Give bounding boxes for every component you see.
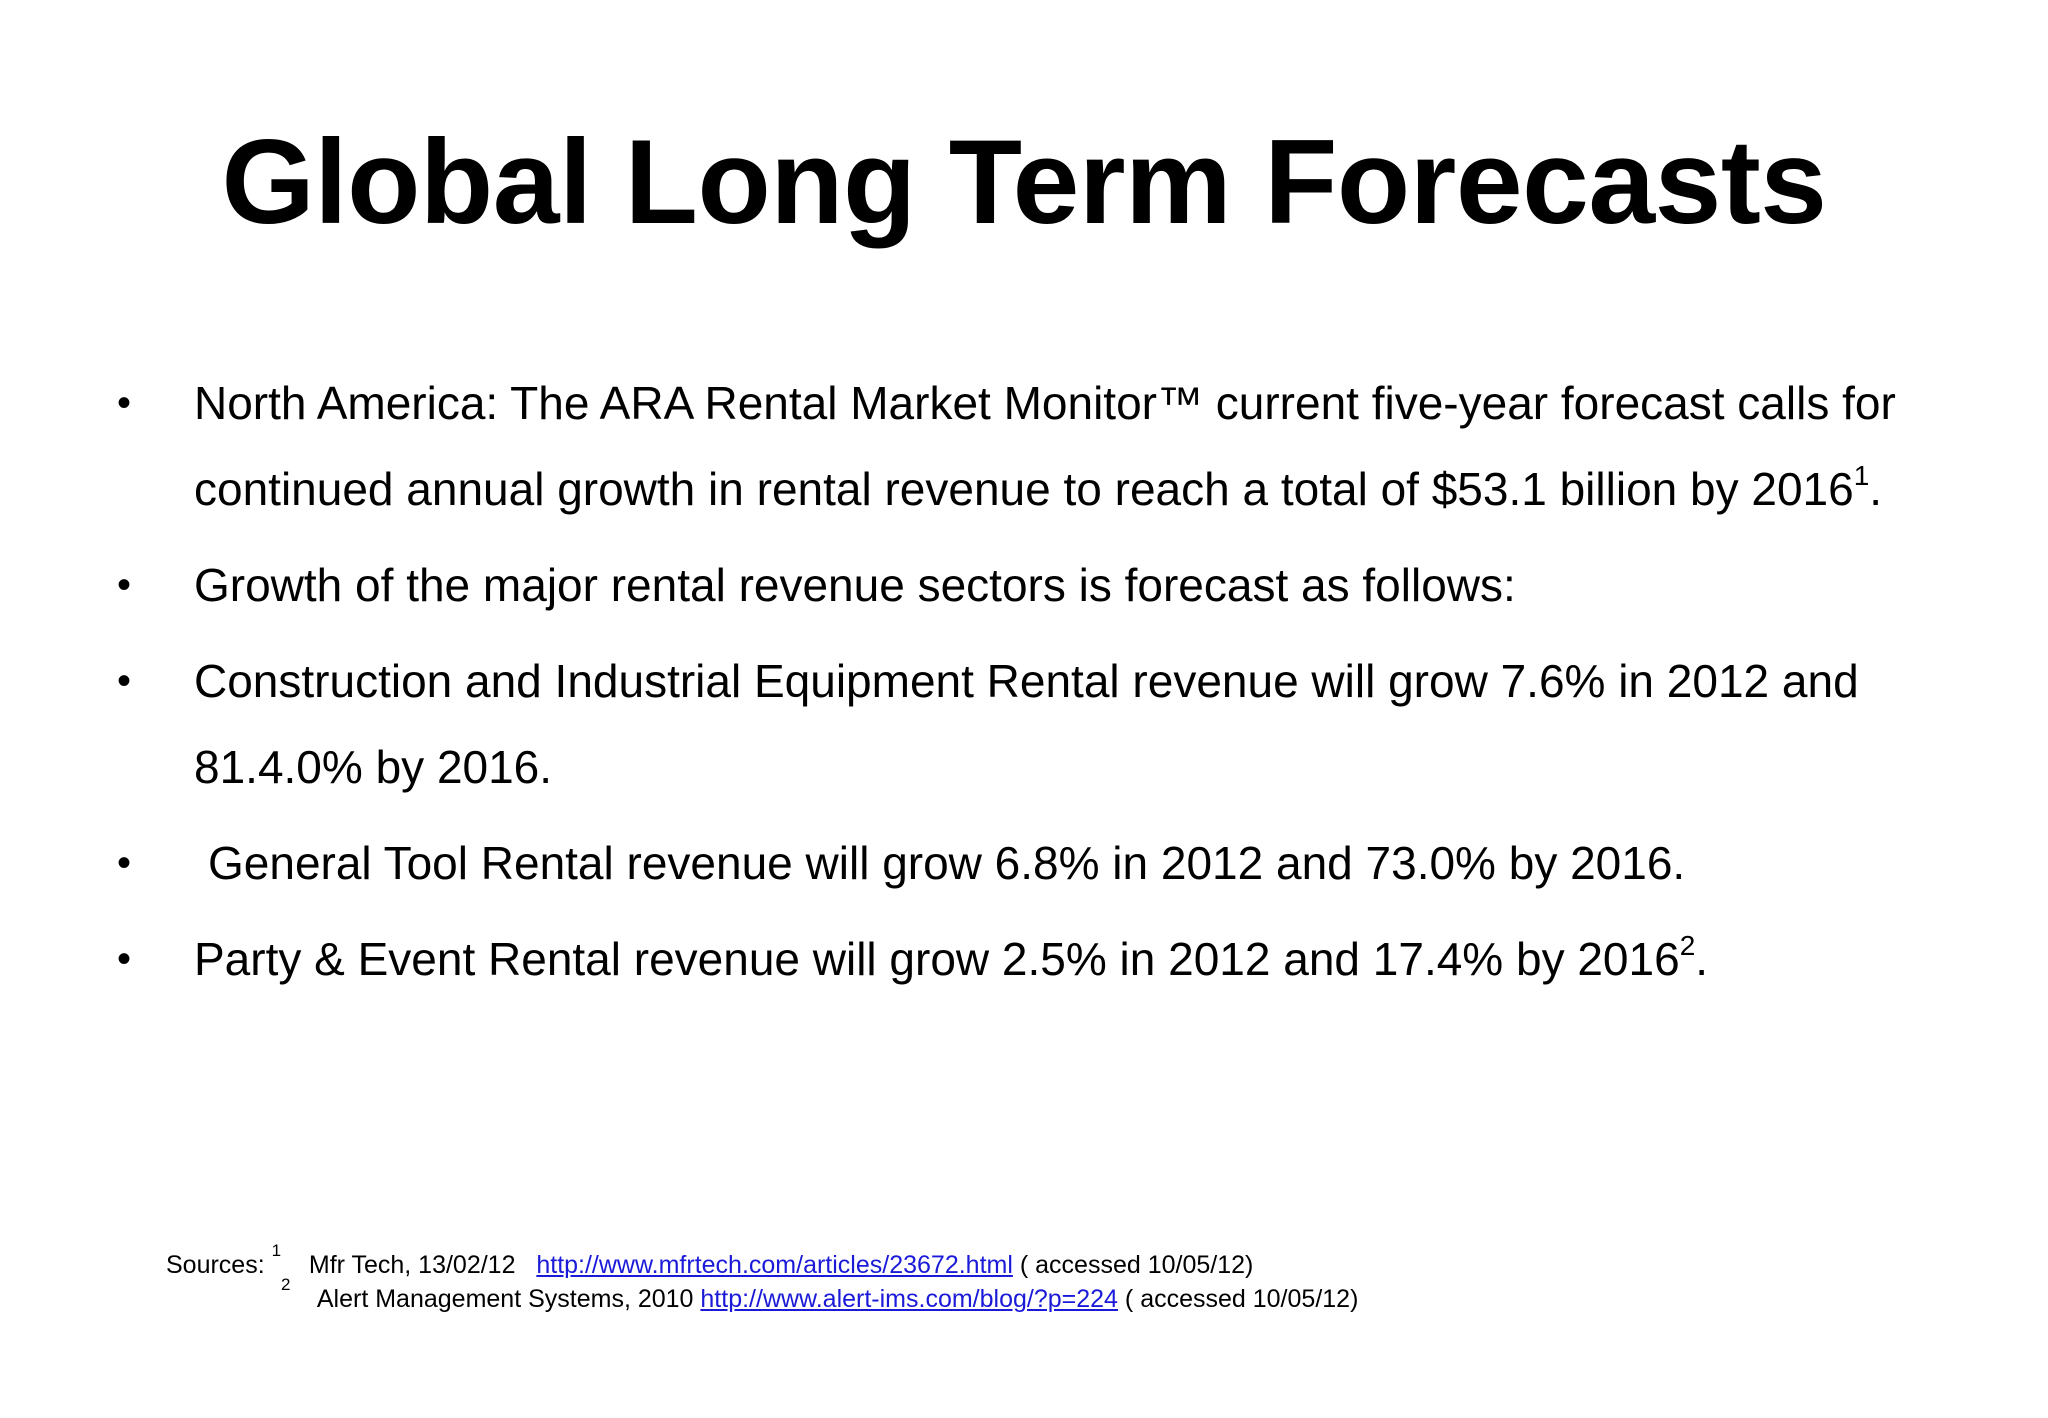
sources-label: Sources: [166,1251,265,1279]
bullet-marker: • [117,381,132,425]
footnote-ref: 1 [1853,459,1870,491]
bullet-text: Construction and Industrial Equipment Re… [194,655,1859,793]
bullet-list: • North America: The ARA Rental Market M… [0,360,2048,1012]
source-link[interactable]: http://www.alert-ims.com/blog/?p=224 [700,1285,1118,1313]
source-accessed: ( accessed 10/05/12) [1124,1285,1359,1313]
bullet-marker: • [117,937,132,981]
bullet-text: Growth of the major rental revenue secto… [194,559,1516,611]
bullet-text: North America: The ARA Rental Market Mon… [194,377,1896,515]
bullet-item-general-tool: • General Tool Rental revenue will grow … [0,820,2048,906]
source-number: 1 [271,1240,282,1260]
bullet-item-growth-sectors: • Growth of the major rental revenue sec… [0,542,2048,628]
bullet-text: General Tool Rental revenue will grow 6.… [208,837,1686,889]
bullet-marker: • [117,659,132,703]
sources-block: Sources: 1 Mfr Tech, 13/02/12 http://www… [166,1242,1359,1316]
source-row-1: Sources: 1 Mfr Tech, 13/02/12 http://www… [166,1242,1358,1282]
source-accessed: ( accessed 10/05/12) [1019,1251,1254,1279]
bullet-marker: • [117,841,132,885]
source-citation: Alert Management Systems, 2010 [316,1285,694,1313]
bullet-item-party-event: • Party & Event Rental revenue will grow… [0,916,2048,1002]
footnote-ref: 2 [1679,929,1696,961]
slide-title: Global Long Term Forecasts [221,115,1827,249]
bullet-text: Party & Event Rental revenue will grow 2… [194,929,1709,985]
source-link[interactable]: http://www.mfrtech.com/articles/23672.ht… [536,1251,1013,1279]
bullet-item-north-america: • North America: The ARA Rental Market M… [0,360,2048,532]
source-citation: Mfr Tech, 13/02/12 [308,1251,516,1279]
bullet-marker: • [117,563,132,607]
source-number: 2 [281,1274,291,1294]
source-row-2: 2 Alert Management Systems, 2010 http://… [166,1276,1359,1316]
bullet-item-construction: • Construction and Industrial Equipment … [0,638,2048,810]
